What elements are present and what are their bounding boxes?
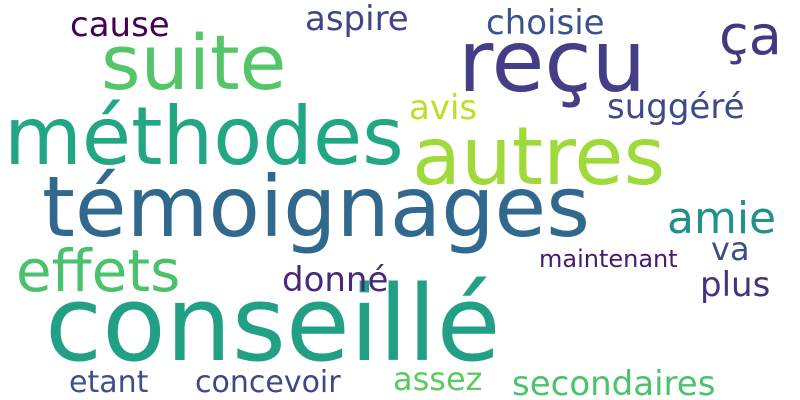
word-etant: etant	[69, 365, 149, 400]
word-ca: ça	[719, 4, 782, 67]
word-concevoir: concevoir	[195, 365, 341, 400]
word-cause: cause	[70, 5, 170, 45]
word-secondaires: secondaires	[512, 364, 716, 400]
word-recu: reçu	[458, 12, 647, 112]
word-maintenant: maintenant	[539, 245, 678, 273]
word-autres: autres	[412, 110, 666, 203]
word-suggere: suggéré	[607, 87, 745, 127]
word-conseille: conseillé	[45, 263, 501, 385]
word-donne: donné	[282, 260, 389, 300]
word-va: va	[711, 230, 750, 268]
word-choisie: choisie	[486, 3, 605, 43]
word-amie: amie	[667, 193, 777, 244]
word-temoignages: témoignages	[42, 158, 590, 256]
word-methodes: méthodes	[4, 90, 404, 183]
word-avis: avis	[409, 88, 478, 128]
word-suite: suite	[101, 18, 287, 107]
word-plus: plus	[700, 265, 771, 305]
word-effets: effets	[16, 237, 181, 305]
word-assez: assez	[393, 360, 483, 398]
word-aspire: aspire	[305, 0, 409, 39]
